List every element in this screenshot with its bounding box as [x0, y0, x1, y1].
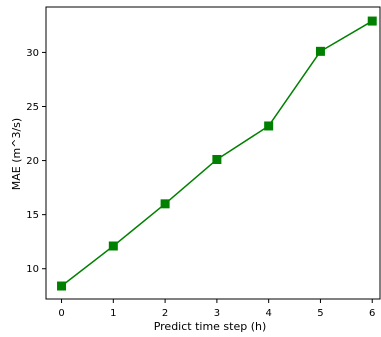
plot-frame: [45, 6, 381, 300]
x-tick-label: 0: [58, 308, 64, 319]
data-point: [367, 16, 377, 26]
x-tick-label: 6: [369, 308, 375, 319]
data-point: [57, 281, 67, 291]
y-tick-label: 15: [26, 210, 39, 221]
data-point: [315, 46, 325, 56]
y-axis-label: MAE (m^3/s): [10, 118, 23, 190]
data-point: [264, 121, 274, 131]
axis-ticks: 0 1 2 3 4 5 6 10 15 20 25 30: [26, 48, 375, 319]
data-point: [212, 154, 222, 164]
x-tick-label: 3: [214, 308, 220, 319]
y-tick-label: 20: [26, 156, 39, 167]
x-tick-label: 4: [265, 308, 271, 319]
x-tick-label: 5: [317, 308, 323, 319]
x-axis-label: Predict time step (h): [154, 320, 267, 333]
x-tick-label: 2: [162, 308, 168, 319]
series-marks: [57, 16, 377, 291]
x-tick-label: 1: [110, 308, 116, 319]
data-point: [108, 241, 118, 251]
plot-area: [45, 6, 381, 300]
y-tick-label: 10: [26, 264, 39, 275]
y-tick-label: 25: [26, 102, 39, 113]
y-tick-label: 30: [26, 48, 39, 59]
data-point: [160, 199, 170, 209]
